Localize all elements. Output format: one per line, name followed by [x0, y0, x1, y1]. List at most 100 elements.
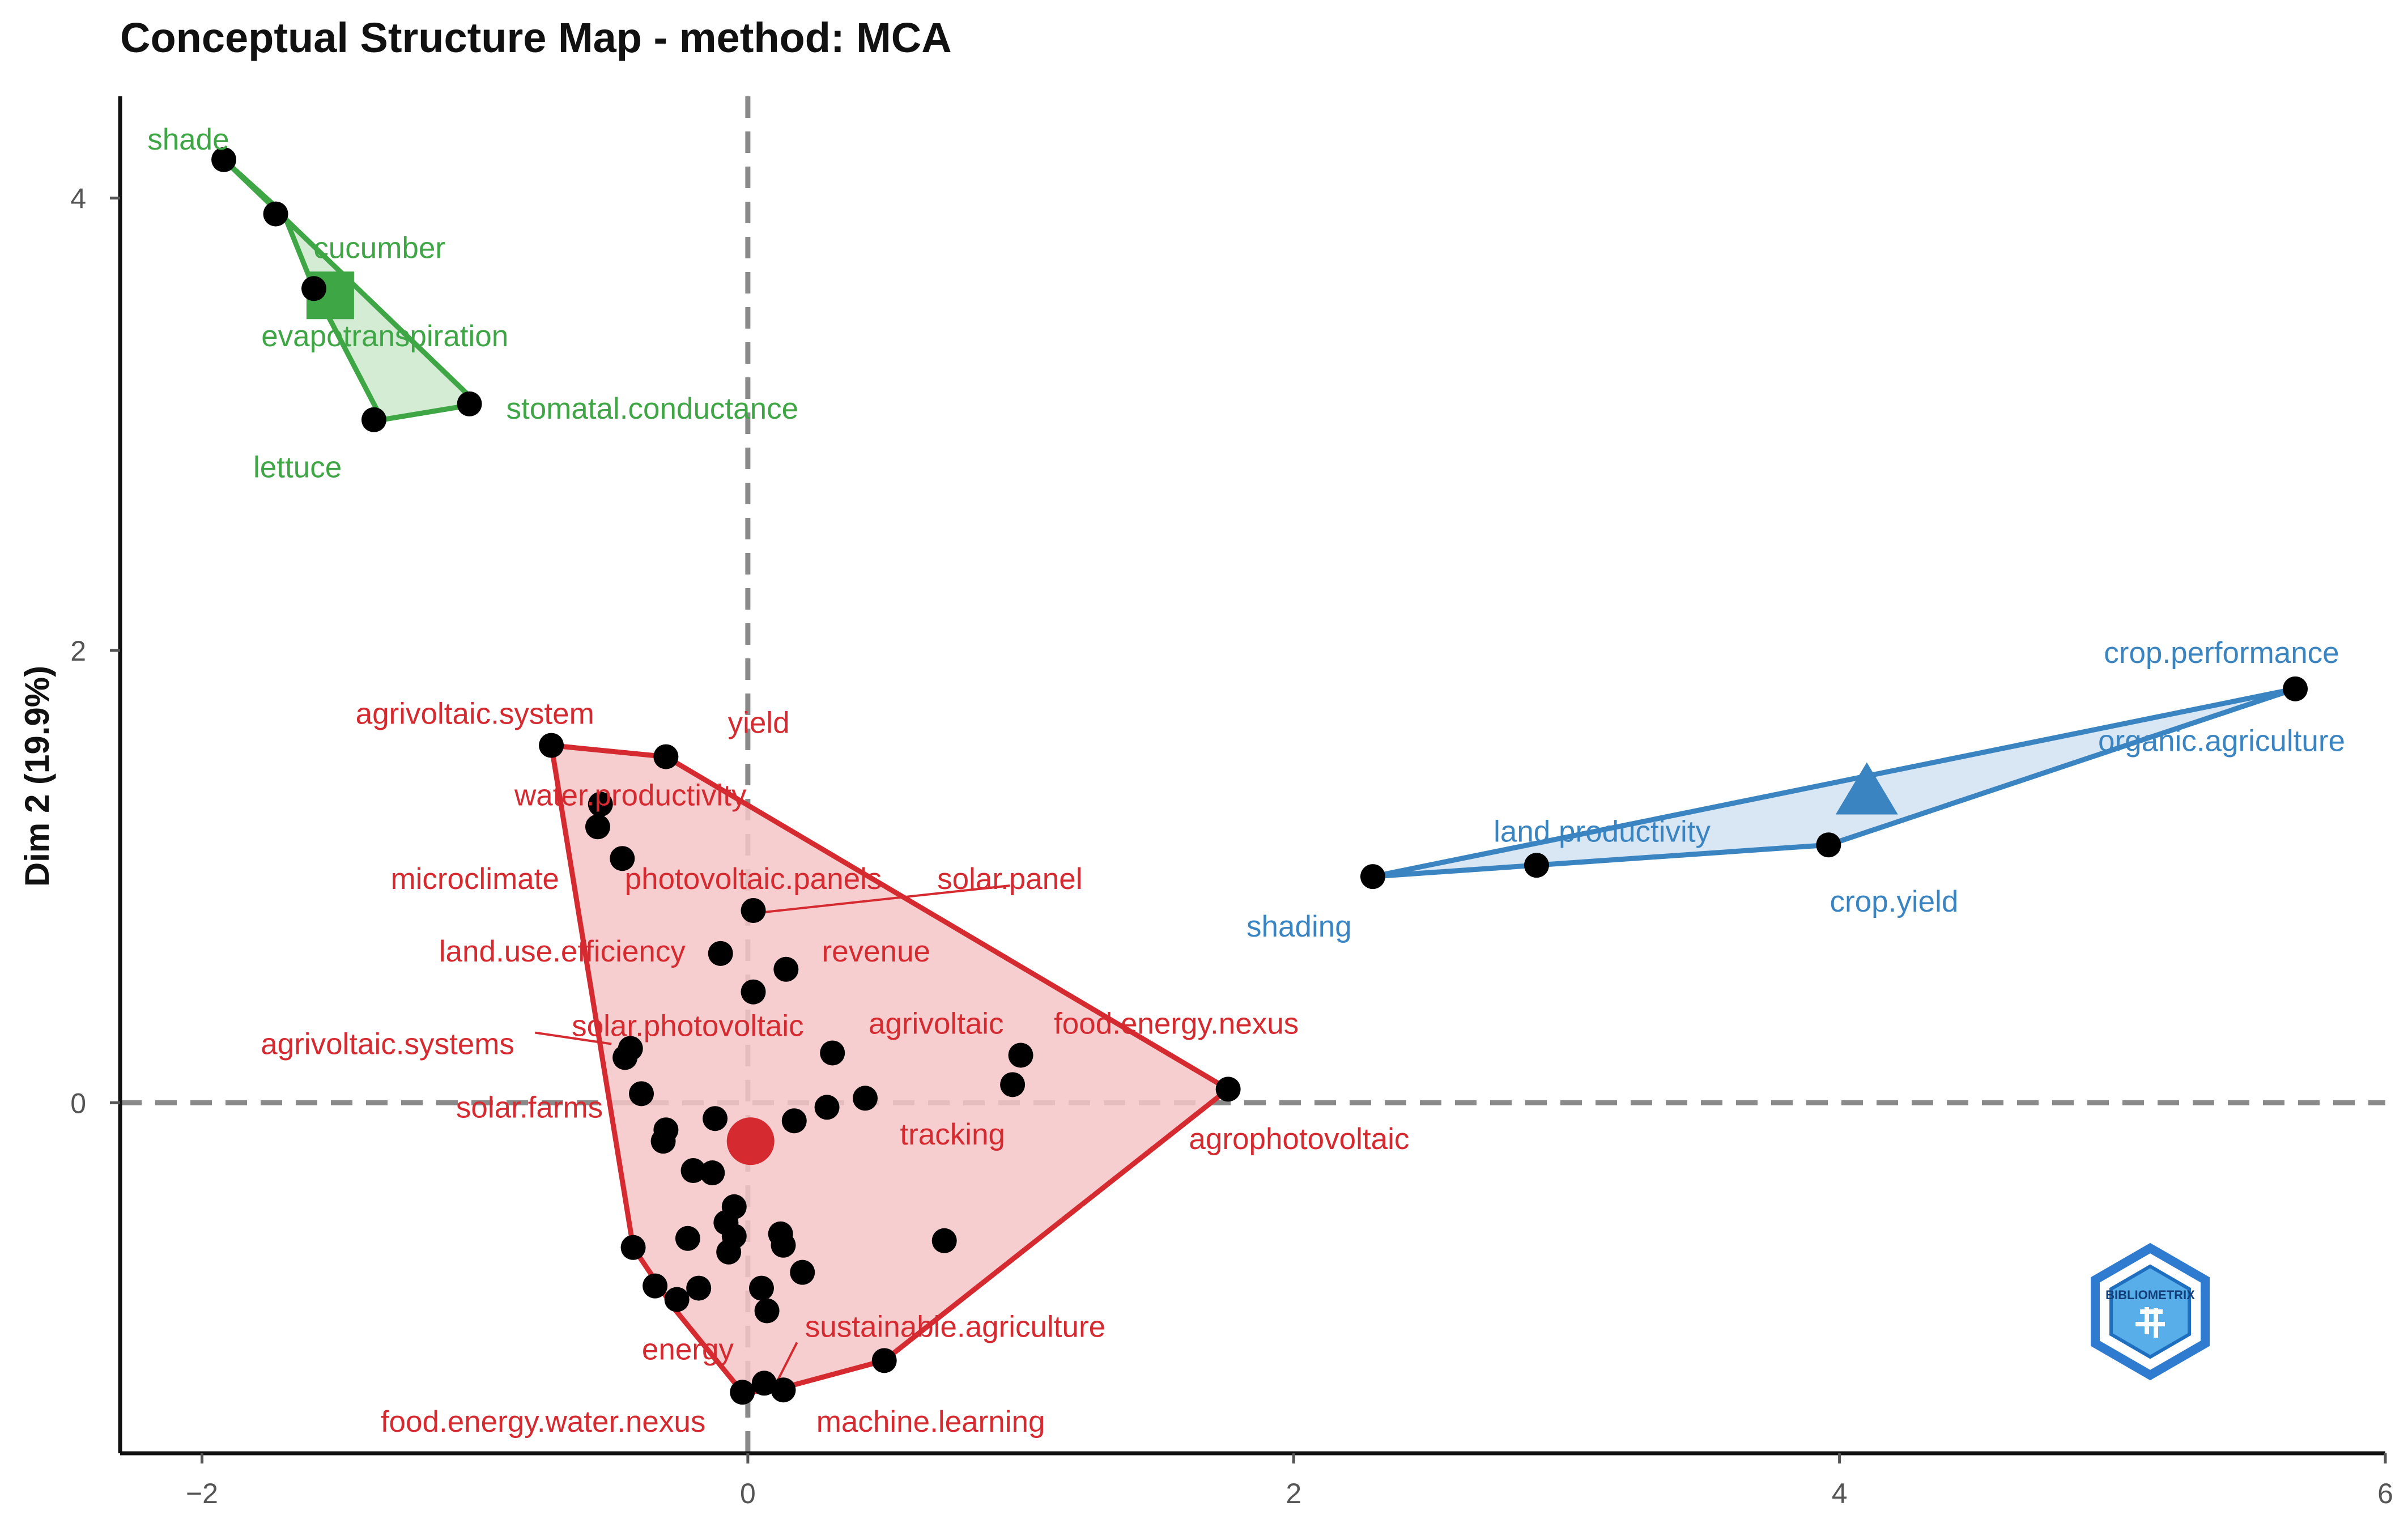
point-label: sustainable.agriculture: [805, 1310, 1105, 1343]
point-label: agrivoltaic.systems: [261, 1028, 514, 1061]
data-point: [853, 1086, 878, 1111]
data-point: [653, 744, 679, 769]
data-point: [730, 1380, 755, 1405]
data-point: [675, 1226, 700, 1251]
point-label: solar.panel: [937, 862, 1082, 896]
point-label: yield: [728, 707, 790, 740]
data-point: [664, 1287, 690, 1312]
data-point: [741, 979, 766, 1005]
data-point: [716, 1239, 742, 1265]
point-label: organic.agriculture: [2098, 725, 2345, 758]
point-label: tracking: [900, 1118, 1005, 1151]
data-point: [629, 1081, 654, 1107]
point-label: revenue: [822, 935, 931, 968]
data-point: [457, 391, 482, 416]
point-label: agrophotovoltaic: [1189, 1122, 1409, 1156]
point-label: crop.yield: [1830, 885, 1959, 918]
data-point: [700, 1160, 725, 1186]
logo-text: BIBLIOMETRIX: [2105, 1288, 2195, 1302]
chart-title: Conceptual Structure Map - method: MCA: [120, 14, 952, 61]
point-label: water.productivity: [514, 778, 747, 812]
point-label: food.energy.water.nexus: [381, 1405, 706, 1439]
cluster-centroid-2: [1835, 762, 1898, 815]
data-point: [620, 1235, 646, 1260]
data-point: [588, 792, 613, 817]
point-label: land.productivity: [1494, 815, 1711, 848]
label-leader-line: [758, 884, 1010, 914]
label-leader-line: [774, 1342, 798, 1386]
data-point: [931, 1228, 957, 1253]
axes: −2 0 2 4 6 0 2 4: [70, 96, 2393, 1509]
point-label: evapotranspiration: [261, 320, 508, 353]
data-point: [790, 1260, 815, 1285]
cluster-hull-2: [1370, 686, 2298, 879]
data-point: [771, 1232, 796, 1258]
point-label: stomatal.conductance: [506, 392, 798, 426]
data-point: [741, 898, 766, 923]
data-point: [618, 1036, 643, 1061]
data-point: [211, 147, 237, 172]
data-point: [361, 407, 386, 432]
y-axis-label: Dim 2 (19.9%): [18, 666, 56, 887]
data-point: [680, 1158, 706, 1184]
data-point: [686, 1275, 712, 1301]
x-tick-label: 0: [740, 1478, 756, 1509]
x-tick-label: 6: [2377, 1478, 2393, 1509]
data-point: [610, 846, 635, 871]
point-label: shade: [147, 123, 229, 156]
logo-figure-icon: [2135, 1307, 2165, 1338]
data-point: [773, 956, 799, 982]
point-label: cucumber: [313, 231, 445, 265]
point-label: energy: [642, 1333, 734, 1366]
point-label: solar.photovoltaic: [572, 1010, 804, 1043]
data-point: [820, 1040, 845, 1066]
cluster-hulls: [221, 157, 2298, 1395]
point-label: agrivoltaic.system: [356, 697, 594, 731]
x-tick-label: 4: [1832, 1478, 1848, 1509]
x-tick-label: −2: [186, 1478, 218, 1509]
data-point: [781, 1108, 807, 1134]
data-point: [650, 1129, 676, 1154]
cluster-centroid-1: [726, 1117, 775, 1165]
point-label: land.use.efficiency: [439, 935, 686, 968]
y-tick-label: 2: [70, 635, 86, 667]
label-leader-lines: [534, 884, 1010, 1386]
data-point: [1360, 864, 1385, 890]
y-tick-label: 4: [70, 183, 86, 215]
data-point: [263, 201, 288, 227]
data-point: [754, 1298, 780, 1324]
data-point: [871, 1348, 897, 1373]
point-labels: agrivoltaic.system yield water.productivit…: [147, 123, 2345, 1439]
data-point: [1008, 1043, 1033, 1068]
point-label: microclimate: [390, 862, 559, 896]
label-leader-line: [534, 1031, 612, 1045]
data-point: [708, 941, 733, 966]
data-point: [301, 276, 326, 301]
point-label: lettuce: [253, 451, 342, 484]
data-point: [1524, 853, 1549, 878]
point-label: food.energy.nexus: [1054, 1007, 1299, 1041]
x-tick-label: 2: [1286, 1478, 1301, 1509]
data-point: [771, 1377, 796, 1403]
data-point: [751, 1371, 777, 1396]
data-points: [211, 147, 2308, 1405]
point-label: machine.learning: [816, 1405, 1045, 1439]
point-label: agrivoltaic: [869, 1007, 1004, 1041]
point-label: photovoltaic.panels: [625, 862, 882, 896]
point-label: crop.performance: [2104, 636, 2339, 670]
data-point: [585, 814, 610, 840]
data-point: [643, 1273, 668, 1299]
point-label: solar.farms: [456, 1091, 603, 1124]
data-point: [703, 1106, 728, 1131]
data-point: [1000, 1072, 1026, 1097]
data-point: [1215, 1077, 1241, 1102]
data-point: [2283, 676, 2308, 701]
data-point: [1816, 832, 1841, 858]
data-point: [748, 1275, 774, 1301]
data-point: [814, 1095, 840, 1120]
point-label: shading: [1246, 910, 1352, 943]
y-tick-label: 0: [70, 1087, 86, 1119]
biblioshiny-logo: BIBLIOMETRIX: [2091, 1243, 2210, 1381]
data-point: [539, 733, 564, 758]
